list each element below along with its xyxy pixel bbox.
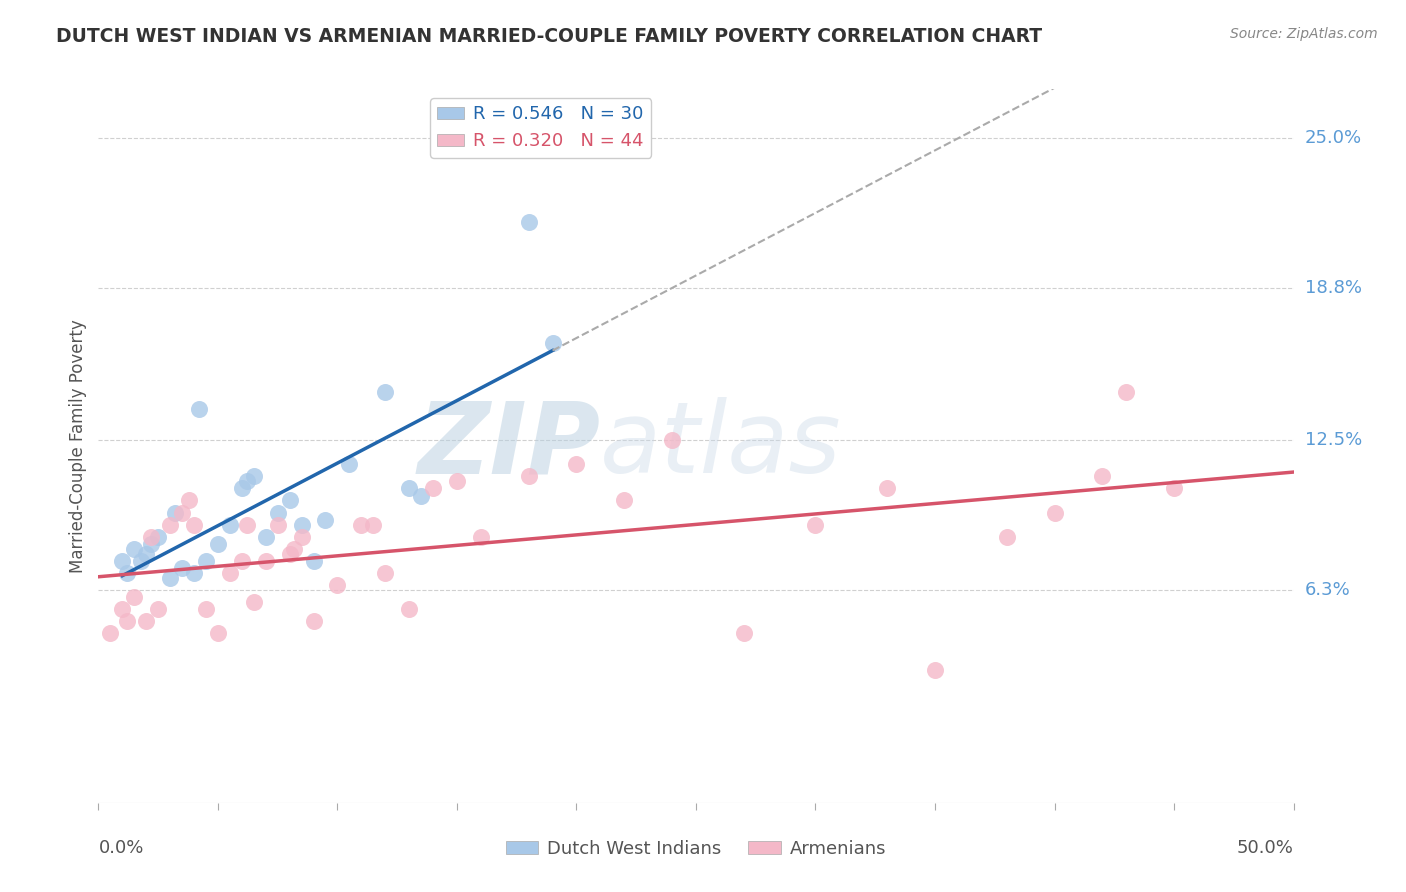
Point [159,517,181,532]
Point [1163,481,1185,495]
Text: DUTCH WEST INDIAN VS ARMENIAN MARRIED-COUPLE FAMILY POVERTY CORRELATION CHART: DUTCH WEST INDIAN VS ARMENIAN MARRIED-CO… [56,27,1042,45]
Point [242,595,264,609]
Point [111,554,134,568]
Point [207,626,229,640]
Point [139,537,162,551]
Point [1091,469,1114,483]
Point [187,401,209,416]
Point [124,590,146,604]
Point [374,566,396,580]
Point [179,493,201,508]
Point [163,506,186,520]
Point [350,517,373,532]
Point [374,384,396,399]
Point [470,530,492,544]
Point [278,493,301,508]
Legend: Dutch West Indians, Armenians: Dutch West Indians, Armenians [498,833,894,865]
Text: ZIP: ZIP [418,398,600,494]
Point [290,530,312,544]
Point [183,517,205,532]
Point [411,489,433,503]
Point [183,566,205,580]
Text: 0.0%: 0.0% [98,839,143,857]
Point [254,554,277,568]
Point [131,554,153,568]
Point [219,517,242,532]
Point [613,493,636,508]
Point [398,481,420,495]
Point [541,336,564,351]
Point [148,602,170,616]
Point [278,547,301,561]
Point [135,547,157,561]
Text: 6.3%: 6.3% [1305,581,1350,599]
Point [804,517,827,532]
Point [235,474,257,488]
Point [98,626,122,640]
Point [267,506,290,520]
Point [115,615,138,629]
Point [517,215,540,229]
Point [290,517,312,532]
Point [661,433,683,447]
Point [1115,384,1137,399]
Point [172,506,194,520]
Point [219,566,242,580]
Point [924,663,946,677]
Text: atlas: atlas [600,398,842,494]
Point [326,578,349,592]
Point [733,626,755,640]
Point [159,571,181,585]
Point [363,517,385,532]
Point [337,457,360,471]
Point [398,602,420,616]
Point [267,517,290,532]
Point [302,615,325,629]
Point [517,469,540,483]
Point [995,530,1018,544]
Y-axis label: Married-Couple Family Poverty: Married-Couple Family Poverty [69,319,87,573]
Point [1043,506,1066,520]
Point [139,530,162,544]
Point [446,474,468,488]
Point [115,566,138,580]
Point [135,615,157,629]
Point [315,513,337,527]
Point [231,481,253,495]
Point [111,602,134,616]
Point [422,481,444,495]
Text: Source: ZipAtlas.com: Source: ZipAtlas.com [1230,27,1378,41]
Text: 18.8%: 18.8% [1305,278,1361,296]
Point [148,530,170,544]
Point [235,517,257,532]
Point [254,530,277,544]
Point [194,602,217,616]
Point [565,457,588,471]
Text: 25.0%: 25.0% [1305,128,1362,146]
Text: 50.0%: 50.0% [1237,839,1294,857]
Point [302,554,325,568]
Point [231,554,253,568]
Point [242,469,264,483]
Point [124,541,146,556]
Point [207,537,229,551]
Point [194,554,217,568]
Point [283,541,305,556]
Point [876,481,898,495]
Text: 12.5%: 12.5% [1305,431,1362,449]
Point [172,561,194,575]
